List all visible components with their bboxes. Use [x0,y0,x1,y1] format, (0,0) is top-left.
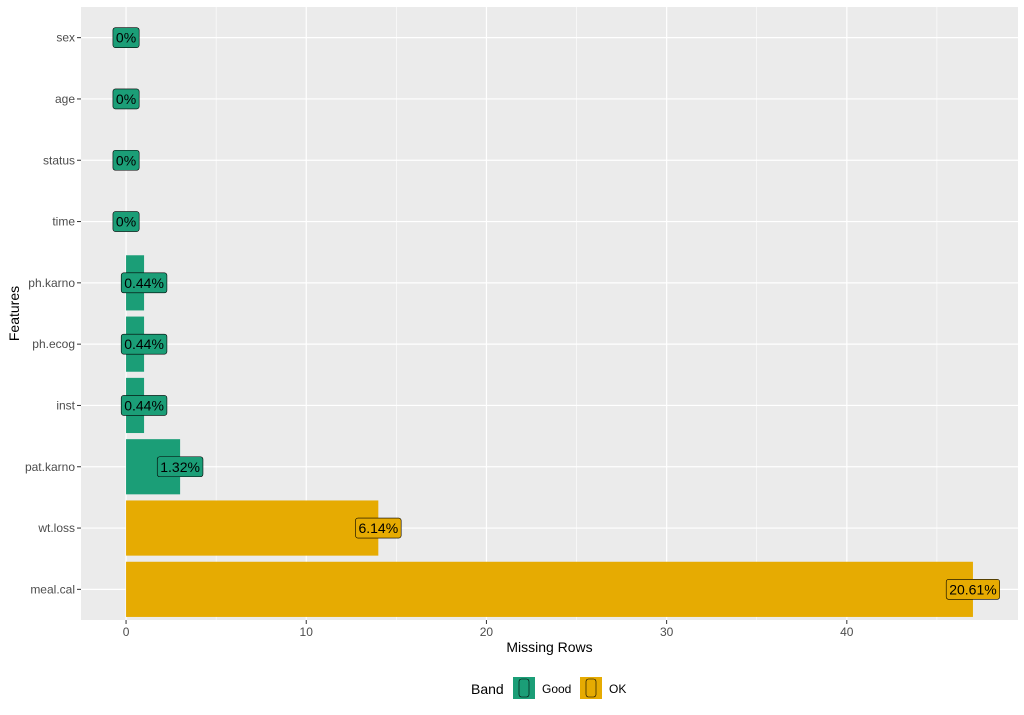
bar-label-box-inst [120,395,168,416]
bar-label-meal.cal: 20.61% [949,581,996,597]
y-tick-label-pat.karno: pat.karno [25,460,75,474]
y-tick-label-time: time [52,215,75,229]
bar-label-box-status [112,149,140,171]
legend: Band Good OK [471,677,626,699]
bar-label-box-ph.ecog [120,333,168,355]
legend-key-glyph-good [518,678,530,698]
x-tick-label: 0 [123,625,130,639]
y-tick-label-sex: sex [56,31,75,45]
bar-label-time: 0% [116,214,136,230]
bar-label-box-ph.karno [120,272,168,294]
legend-title: Band [471,681,504,697]
y-tick-label-status: status [43,153,75,167]
y-axis: sex age status time ph.karno ph.ecog inst pat.k… [25,31,81,596]
bar-meal.cal [126,561,973,617]
bar-label-wt.loss: 6.14% [358,520,398,536]
bar-label-inst: 0.44% [124,397,164,413]
y-tick-label-wt.loss: wt.loss [37,521,75,535]
bar-label-box-meal.cal [945,579,1000,600]
bar-label-box-pat.karno [156,456,204,478]
bar-label-box-time [112,211,140,232]
x-axis: 0 10 20 30 40 [123,620,854,639]
y-tick-label-meal.cal: meal.cal [30,582,75,596]
bar-labels: 0% 0% 0% 0% 0.44% 0.44% 0.44% 1.32% 6.14% 20.61% [112,27,1000,600]
y-axis-title: Features [6,286,22,341]
x-tick-label: 20 [480,625,494,639]
bar-label-box-age [112,88,140,110]
bar-label-box-sex [112,27,140,48]
bar-label-pat.karno: 1.32% [160,459,200,475]
bar-label-box-wt.loss [355,517,402,539]
legend-key-glyph-ok [585,678,597,698]
bar-label-ph.ecog: 0.44% [124,336,164,352]
legend-label-good: Good [542,682,571,696]
x-tick-label: 40 [840,625,854,639]
x-axis-title: Missing Rows [506,639,592,655]
x-tick-label: 30 [660,625,674,639]
y-tick-label-ph.karno: ph.karno [28,276,75,290]
bar-wt.loss [126,500,379,556]
y-tick-label-ph.ecog: ph.ecog [32,337,75,351]
legend-label-ok: OK [609,682,626,696]
x-tick-label: 10 [300,625,314,639]
y-tick-label-age: age [55,92,75,106]
bar-label-ph.karno: 0.44% [124,275,164,291]
bar-label-sex: 0% [116,30,136,46]
y-tick-label-inst: inst [56,398,75,412]
bar-label-status: 0% [116,152,136,168]
bar-label-age: 0% [116,91,136,107]
